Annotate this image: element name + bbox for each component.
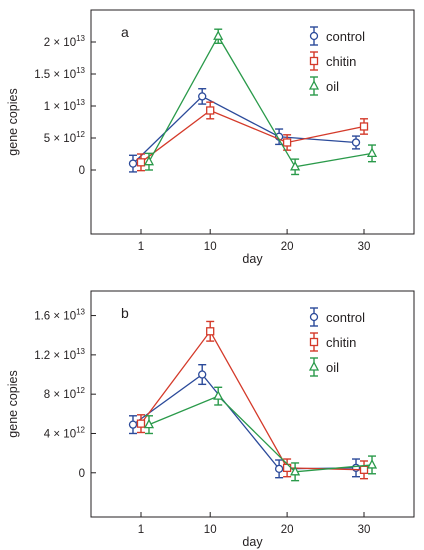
- panel-b: b 1 10 20 30 0 4 × 1012 8 × 1012 1.2 × 1013 1.6 ×…: [6, 290, 415, 549]
- y-tick-label: 1.6 × 1013: [34, 308, 85, 323]
- y-tick-label: 1.5 × 1013: [34, 66, 85, 81]
- data-point: [206, 327, 215, 336]
- y-tick-exponent: 12: [76, 386, 85, 395]
- data-point: [136, 419, 146, 428]
- x-tick-label: 30: [358, 241, 371, 253]
- data-point: [206, 106, 215, 115]
- y-tick-label: 4 × 1012: [44, 425, 86, 440]
- panel-label: a: [121, 24, 129, 40]
- data-point: [290, 465, 301, 476]
- y-tick-label: 8 × 1012: [44, 386, 86, 401]
- y-tick-exponent: 12: [76, 425, 85, 434]
- y-tick-label: 2 × 1013: [44, 34, 86, 49]
- legend-marker: [309, 56, 319, 66]
- panel-label: b: [121, 305, 129, 321]
- legend-marker: [308, 80, 320, 90]
- x-tick-label: 1: [138, 524, 144, 536]
- legend-label: control: [326, 310, 365, 325]
- data-point: [213, 390, 224, 400]
- x-tick-label: 10: [204, 524, 217, 536]
- y-tick-exponent: 13: [76, 308, 85, 317]
- series-chitin: [136, 101, 369, 172]
- data-point: [282, 463, 292, 473]
- data-point: [282, 138, 292, 147]
- y-tick-exponent: 13: [76, 66, 85, 75]
- series-line: [132, 95, 357, 165]
- legend-label: chitin: [326, 54, 356, 69]
- data-point: [128, 159, 138, 168]
- data-point: [274, 464, 284, 474]
- data-point: [136, 158, 146, 167]
- data-point: [359, 122, 369, 131]
- x-tick-label: 10: [204, 241, 217, 253]
- x-tick-label: 20: [281, 241, 294, 253]
- y-tick-label: 1.2 × 1013: [34, 347, 85, 362]
- plot-frame: [90, 290, 415, 518]
- x-tick-label: 20: [281, 524, 294, 536]
- data-point: [359, 465, 369, 474]
- series-line: [140, 330, 365, 471]
- y-tick-exponent: 13: [76, 98, 85, 107]
- y-axis-title: gene copies: [6, 370, 20, 437]
- series-oil: [143, 386, 378, 482]
- x-tick-label: 1: [138, 241, 144, 253]
- series-line: [140, 109, 365, 163]
- y-tick-exponent: 12: [76, 130, 85, 139]
- data-point: [198, 92, 207, 101]
- series-control: [128, 88, 361, 173]
- y-tick-exponent: 13: [76, 34, 85, 43]
- data-point: [128, 420, 138, 429]
- series-line: [148, 395, 373, 473]
- legend-label: oil: [326, 79, 339, 94]
- x-tick-label: 30: [358, 524, 371, 536]
- y-axis-title: gene copies: [6, 88, 20, 155]
- data-point: [290, 160, 301, 171]
- y-tick-label: 1 × 1013: [44, 98, 86, 113]
- panel-a: a 1 10 20 30 0 5 × 1012 1 × 1013 1.5 × 1013 2 × 1…: [6, 9, 415, 266]
- legend-marker: [308, 361, 320, 371]
- data-point: [143, 418, 155, 429]
- data-point: [143, 155, 155, 166]
- data-point: [351, 138, 361, 147]
- x-axis-title: day: [242, 535, 263, 549]
- y-tick-label: 0: [79, 165, 85, 177]
- legend-marker: [309, 337, 319, 347]
- data-point: [366, 147, 378, 158]
- y-tick-exponent: 13: [76, 347, 85, 356]
- y-tick-label: 5 × 1012: [44, 130, 86, 145]
- x-axis-title: day: [242, 252, 263, 266]
- series-oil: [143, 28, 378, 176]
- legend-marker: [309, 31, 319, 41]
- legend-marker: [309, 312, 319, 322]
- data-point: [198, 370, 207, 379]
- legend-label: oil: [326, 360, 339, 375]
- data-point: [366, 459, 378, 469]
- data-point: [213, 30, 224, 40]
- legend-label: chitin: [326, 335, 356, 350]
- plot-frame: [90, 9, 415, 235]
- y-tick-label: 0: [79, 468, 85, 480]
- legend-label: control: [326, 29, 365, 44]
- series-line: [148, 34, 373, 168]
